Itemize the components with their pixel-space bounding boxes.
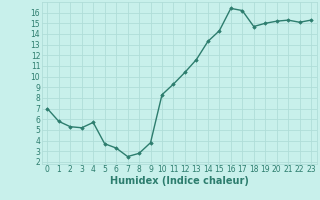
X-axis label: Humidex (Indice chaleur): Humidex (Indice chaleur) xyxy=(110,176,249,186)
